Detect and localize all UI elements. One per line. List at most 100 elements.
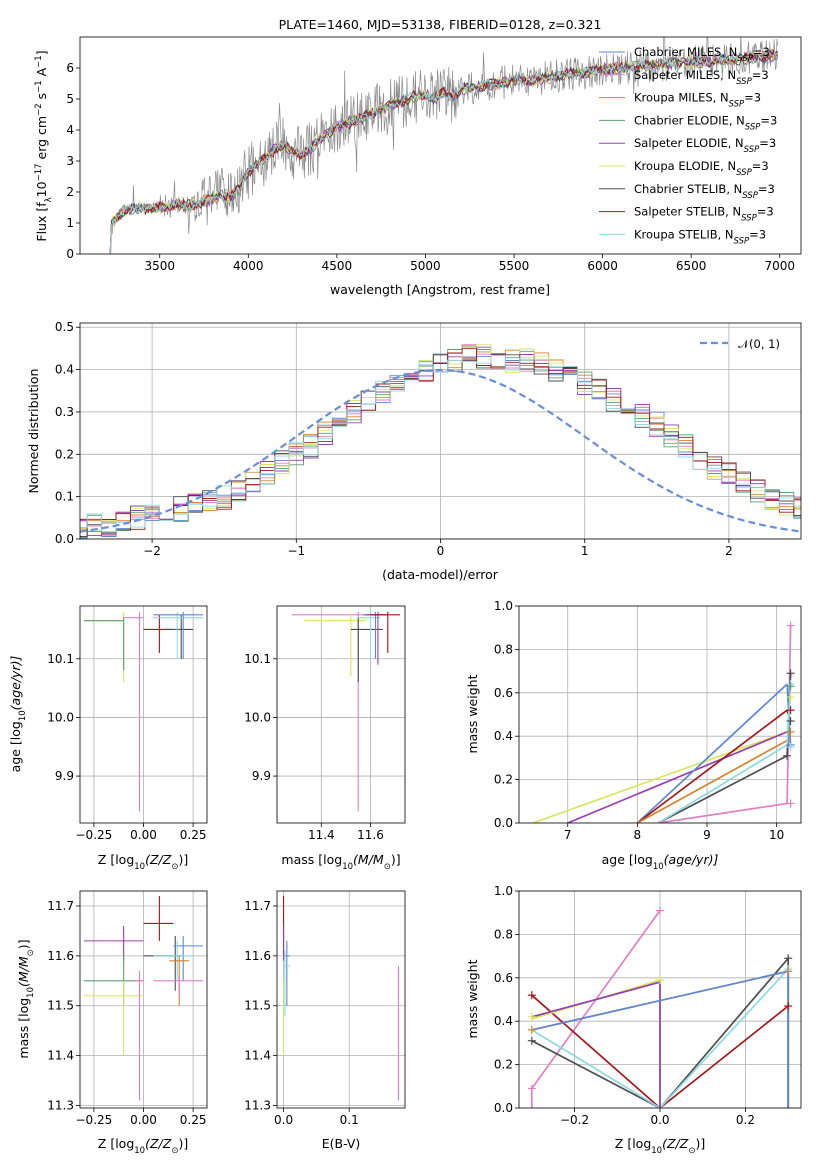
model-spectrum-chabrier_stelib <box>109 51 778 254</box>
legend-entry-kroupa_miles-part: SSP <box>729 100 745 110</box>
age-weight-x-label: age [log10(age/yr)] <box>602 852 719 872</box>
x-tick-label: 3500 <box>144 259 175 273</box>
spectrum-panel-plot-area <box>109 37 779 254</box>
legend-entry-salpeter_miles: Salpeter MILES, NSSP=3 <box>634 68 769 87</box>
x-tick-label: −0.2 <box>560 1113 589 1127</box>
legend-entry-kroupa_elodie-part: SSP <box>736 168 752 178</box>
legend-entry-salpeter_stelib-part: SSP <box>741 214 757 224</box>
legend-entry-salpeter_miles-part: =3 <box>752 68 769 82</box>
spectrum-y-label-part: erg cm <box>34 116 49 164</box>
mass-z-y-label-part: 10 <box>26 987 36 998</box>
x-tick-label: 9 <box>703 828 711 842</box>
observed-spectrum <box>110 37 778 254</box>
age-weight-line-5 <box>657 754 788 823</box>
mass-z-x-label: Z [log10(Z/Z⊙)] <box>98 1136 188 1156</box>
age-weight-line-3 <box>636 709 788 823</box>
x-tick-label: 0.2 <box>736 1113 755 1127</box>
y-tick-label: 11.3 <box>47 1099 74 1113</box>
histogram-y-label: Normed distribution <box>26 369 41 494</box>
legend-entry-kroupa_miles-part: =3 <box>744 91 761 105</box>
spectrum-y-label-part: Flux [f <box>34 202 49 242</box>
spectrum-y-label-part: A <box>34 67 49 80</box>
mass-weight-vs-age-panel: 7 8 9 10 0.0 0.2 0.4 0.6 0.8 1.0 <box>494 599 802 842</box>
legend-entry-kroupa_stelib-part: Kroupa STELIB, N <box>634 227 734 241</box>
x-tick-label: 10 <box>769 828 784 842</box>
y-tick-label: 11.5 <box>244 999 271 1013</box>
y-tick-label: 11.7 <box>244 899 271 913</box>
age-weight-line-1 <box>567 731 788 823</box>
x-tick-label: 7000 <box>764 259 795 273</box>
mass-vs-extinction-panel-plot-area <box>277 891 405 1108</box>
legend-entry-salpeter_elodie-part: =3 <box>759 136 776 150</box>
z-weight-x-label-part: )] <box>695 1136 705 1151</box>
mass-z-y-label-part: )] <box>16 939 31 949</box>
legend-entry-chabrier_miles: Chabrier MILES, NSSP=3 <box>634 45 770 64</box>
x-tick-label: 7 <box>564 828 572 842</box>
age-z-x-label-part: 10 <box>134 862 145 872</box>
mass-z-x-label-part: ⊙ <box>171 1146 178 1156</box>
z-weight-line-0 <box>530 910 661 1108</box>
mass-z-y-label-part: ⊙ <box>26 949 36 956</box>
legend-entry-kroupa_stelib-part: SSP <box>734 236 750 246</box>
legend-entry-kroupa_miles: Kroupa MILES, NSSP=3 <box>634 91 761 110</box>
mass-z-x-label-part: (Z/Z <box>145 1136 172 1151</box>
spectrum-y-label-part: −1 <box>34 80 44 93</box>
age-vs-metallicity-panel: −0.25 0.00 0.25 9.9 10.0 10.1 <box>47 605 208 842</box>
histogram-step-kroupa_stelib <box>80 355 801 533</box>
legend-entry-kroupa_stelib-part: =3 <box>749 227 766 241</box>
age-weight-y-label: mass weight <box>465 674 480 753</box>
spectrum-y-label-part: −1 <box>34 55 44 68</box>
age-z-x-label-part: )] <box>178 852 188 867</box>
y-tick-label: 4 <box>66 123 74 137</box>
legend-entry-chabrier_miles-part: =3 <box>753 45 770 59</box>
legend-entry-chabrier_stelib-part: Chabrier STELIB, N <box>634 182 742 196</box>
x-tick-label: 6000 <box>587 259 618 273</box>
x-tick-label: 6500 <box>676 259 707 273</box>
y-tick-label: 0.4 <box>494 1014 513 1028</box>
legend-entry-chabrier_miles-part: Chabrier MILES, N <box>634 45 737 59</box>
legend-entry-chabrier_elodie-part: SSP <box>745 122 761 132</box>
z-weight-line-4 <box>531 980 661 1108</box>
y-tick-label: 11.4 <box>47 1049 74 1063</box>
y-tick-label: 1.0 <box>494 884 513 898</box>
histogram-x-label: (data-model)/error <box>382 567 499 582</box>
mass-vs-metallicity-panel-frame <box>79 890 208 1109</box>
x-tick-label: 5000 <box>410 259 441 273</box>
x-tick-label: 2 <box>725 544 733 558</box>
x-tick-label: 0.1 <box>340 1113 359 1127</box>
age-mass-x-label-part: (M/M <box>353 852 384 867</box>
y-tick-label: 1.0 <box>494 599 513 613</box>
legend-entry-kroupa_miles-part: Kroupa MILES, N <box>634 91 729 105</box>
y-tick-label: 11.7 <box>47 899 74 913</box>
x-tick-label: 4500 <box>322 259 353 273</box>
legend-entry-kroupa_elodie: Kroupa ELODIE, NSSP=3 <box>634 159 769 178</box>
y-tick-label: 0.2 <box>494 773 513 787</box>
mass-z-x-label-part: Z [log <box>98 1136 134 1151</box>
z-weight-y-label: mass weight <box>465 959 480 1038</box>
histogram-step-salpeter_elodie <box>80 346 801 536</box>
y-tick-label: 0.0 <box>494 1101 513 1115</box>
x-tick-label: 0 <box>437 544 445 558</box>
spectrum-y-label-part: −17 <box>34 163 44 181</box>
model-spectrum-chabrier_elodie <box>109 51 778 254</box>
age-z-y-label: age [log10(age/yr)] <box>8 656 28 773</box>
spectrum-title: PLATE=1460, MJD=53138, FIBERID=0128, z=0… <box>279 17 602 32</box>
model-spectrum-kroupa_stelib <box>109 50 778 254</box>
legend-entry-chabrier_elodie-part: =3 <box>760 113 777 127</box>
y-tick-label: 0.4 <box>55 363 74 377</box>
x-tick-label: −0.25 <box>76 1113 113 1127</box>
y-tick-label: 0.4 <box>494 729 513 743</box>
y-tick-label: 0.6 <box>494 971 513 985</box>
age-weight-line-7 <box>658 802 788 823</box>
age-z-x-label-part: (Z/Z <box>145 852 172 867</box>
x-tick-label: −2 <box>143 544 161 558</box>
mass-z-x-label-part: )] <box>178 1136 188 1151</box>
y-tick-label: 9.9 <box>55 769 74 783</box>
spectrum-y-label-part: ] <box>34 50 49 55</box>
legend-entry-salpeter_stelib-part: Salpeter STELIB, N <box>634 205 741 219</box>
y-tick-label: 0.3 <box>55 405 74 419</box>
mass-weight-vs-metallicity-panel: −0.2 0.0 0.2 0.0 0.2 0.4 0.6 0.8 1.0 <box>494 884 802 1127</box>
age-weight-line-0 <box>532 731 788 823</box>
age-weight-line-6 <box>657 744 788 823</box>
residual-histogram-panel-plot-area <box>80 323 801 539</box>
